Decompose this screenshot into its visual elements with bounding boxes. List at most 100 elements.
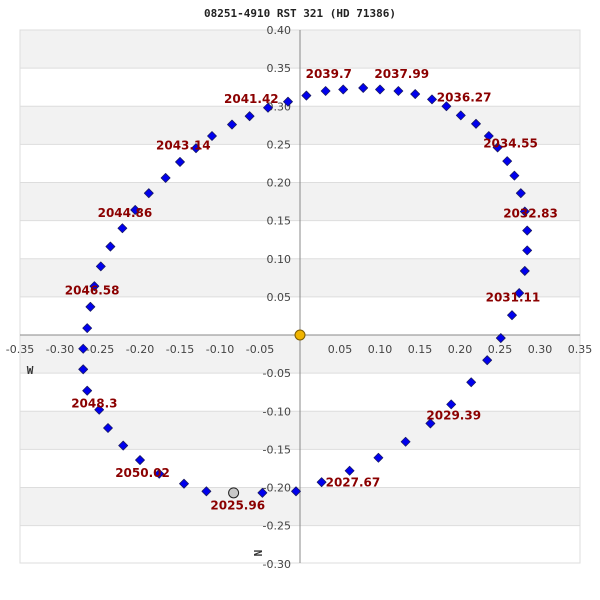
epoch-label: 2041.42: [224, 92, 279, 106]
orbit-point: [94, 404, 105, 415]
y-tick-label: 0.35: [267, 62, 292, 75]
orbit-point: [105, 241, 116, 252]
orbit-point: [393, 86, 404, 96]
orbit-point: [89, 281, 100, 292]
orbit-point: [515, 188, 526, 199]
current-position-marker: [228, 487, 240, 499]
x-tick-label: -0.30: [46, 343, 74, 356]
orbit-point: [117, 223, 128, 234]
orbit-point: [207, 131, 217, 141]
orbit-point: [410, 89, 421, 99]
y-tick-label: -0.05: [263, 367, 291, 380]
orbit-point: [301, 90, 312, 101]
x-tick-label: 0.05: [328, 343, 353, 356]
y-tick-label: 0.25: [267, 138, 292, 151]
orbit-point: [519, 266, 530, 276]
orbit-point: [373, 452, 384, 463]
y-tick-label: -0.20: [263, 482, 291, 495]
y-tick-label: 0.05: [267, 291, 292, 304]
x-tick-label: -0.20: [126, 343, 154, 356]
orbit-point: [85, 301, 96, 312]
orbit-point: [400, 436, 411, 447]
epoch-label: 2037.99: [374, 67, 429, 81]
orbit-point: [244, 111, 255, 122]
y-tick-label: -0.15: [263, 443, 291, 456]
epoch-label: 2039.7: [306, 67, 352, 81]
orbit-point: [95, 261, 106, 272]
orbit-point: [154, 468, 165, 479]
x-tick-label: -0.35: [6, 343, 34, 356]
epoch-labels: 2039.7 2037.99 2036.27 2041.42 2034.55 2043.1…: [65, 67, 558, 513]
orbit-point: [179, 478, 189, 489]
x-tick-label: -0.05: [246, 343, 274, 356]
orbit-point: [160, 173, 171, 183]
orbit-point: [175, 157, 185, 167]
orbit-point: [492, 142, 503, 153]
epoch-label: 2031.11: [486, 290, 541, 304]
x-tick-label: 0.10: [368, 343, 393, 356]
y-tick-label: 0.40: [267, 24, 292, 37]
orbit-point: [82, 385, 93, 396]
primary-star-marker: [294, 329, 306, 341]
y-tick-labels: 0.400.350.300.250.200.150.100.05-0.05-0.…: [263, 24, 291, 571]
x-tick-label: -0.10: [206, 343, 234, 356]
orbit-point: [466, 377, 477, 388]
x-tick-label: 0.15: [408, 343, 433, 356]
orbit-point: [135, 455, 145, 465]
orbit-point: [78, 364, 89, 375]
orbit-point: [344, 465, 355, 476]
orbit-point: [522, 225, 533, 236]
y-tick-label: -0.30: [263, 558, 291, 571]
orbit-point: [514, 288, 525, 298]
orbit-point: [427, 94, 437, 105]
orbit-point: [143, 188, 154, 199]
x-tick-label: 0.35: [568, 343, 593, 356]
orbit-point: [441, 101, 452, 112]
orbit-point: [263, 102, 273, 113]
orbit-point: [118, 440, 129, 451]
x-tick-label: -0.15: [166, 343, 194, 356]
epoch-label: 2046.58: [65, 284, 120, 298]
epoch-label: 2032.83: [503, 207, 558, 221]
orbit-point: [103, 423, 113, 433]
orbit-point: [320, 86, 331, 96]
x-tick-label: -0.25: [86, 343, 114, 356]
orbit-point: [283, 96, 293, 107]
y-tick-label: -0.10: [263, 405, 291, 418]
epoch-label: 2029.39: [426, 409, 481, 423]
y-tick-label: -0.25: [263, 520, 291, 533]
y-tick-label: 0.15: [267, 215, 292, 228]
orbit-point: [509, 170, 520, 181]
epoch-label: 2043.14: [156, 139, 211, 153]
epoch-label: 2044.86: [98, 206, 153, 220]
orbit-point: [227, 119, 237, 130]
orbit-point: [483, 131, 494, 141]
orbit-point: [502, 156, 513, 167]
orbit-point: [495, 333, 506, 343]
epoch-label: 2036.27: [437, 91, 492, 105]
orbit-point: [507, 310, 517, 321]
orbit-point: [316, 477, 327, 488]
orbit-point: [519, 206, 530, 217]
y-tick-label: 0.10: [267, 253, 292, 266]
x-tick-label: 0.25: [488, 343, 513, 356]
epoch-label: 2050.02: [115, 466, 170, 480]
orbit-point: [375, 84, 385, 95]
x-tick-labels: -0.35 -0.30 -0.25 -0.20 -0.15 -0.10 -0.05 0.05 0…: [6, 343, 592, 356]
orbit-point: [455, 110, 466, 121]
orbit-point: [78, 343, 89, 354]
orbit-point: [201, 486, 212, 497]
orbit-point: [257, 487, 268, 498]
epoch-label: 2027.67: [326, 476, 381, 490]
orbit-point: [358, 83, 369, 93]
orbit-point: [82, 323, 93, 334]
orbit-point: [130, 205, 141, 215]
orbit-point: [338, 84, 349, 95]
west-label: W: [27, 364, 34, 377]
north-label: N: [251, 550, 264, 557]
epoch-label: 2025.96: [210, 499, 265, 513]
orbit-point: [446, 399, 457, 410]
orbit-point: [425, 418, 436, 429]
y-tick-label: 0.20: [267, 177, 292, 190]
